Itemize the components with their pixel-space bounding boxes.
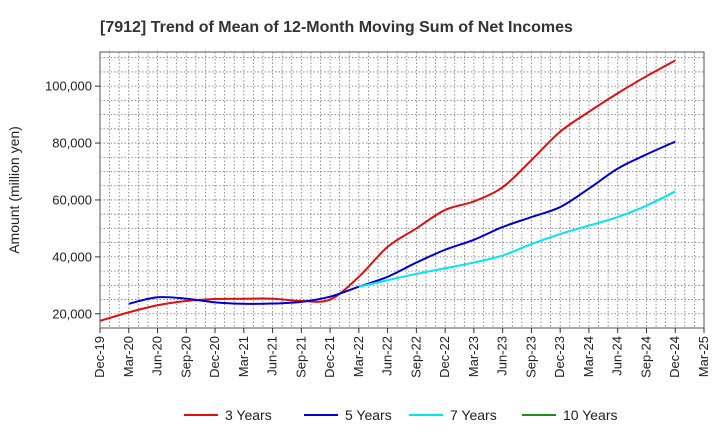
y-axis-ticks: 20,000 40,000 60,000 80,000 100,000 bbox=[45, 79, 100, 321]
legend-label-10-years: 10 Years bbox=[563, 407, 618, 423]
y-tick-label: 40,000 bbox=[52, 249, 92, 264]
x-tick-label: Dec-19 bbox=[92, 336, 107, 378]
legend: 3 Years 5 Years 7 Years 10 Years bbox=[184, 407, 618, 423]
x-tick-label: Mar-24 bbox=[581, 336, 596, 377]
y-tick-label: 80,000 bbox=[52, 136, 92, 151]
y-axis-label: Amount (million yen) bbox=[6, 126, 22, 254]
x-tick-label: Dec-23 bbox=[552, 336, 567, 378]
y-tick-label: 60,000 bbox=[52, 192, 92, 207]
x-tick-label: Mar-23 bbox=[466, 336, 481, 377]
x-tick-label: Jun-20 bbox=[150, 336, 165, 376]
x-axis-ticks: Dec-19 Mar-20 Jun-20 Sep-20 Dec-20 Mar-21 Jun-… bbox=[92, 328, 711, 378]
series-line-5-years bbox=[128, 140, 676, 305]
x-tick-label: Mar-21 bbox=[236, 336, 251, 377]
legend-label-7-years: 7 Years bbox=[450, 407, 497, 423]
x-tick-label: Sep-23 bbox=[523, 336, 538, 378]
legend-label-5-years: 5 Years bbox=[345, 407, 392, 423]
x-tick-label: Jun-22 bbox=[380, 336, 395, 376]
x-tick-label: Mar-25 bbox=[696, 336, 711, 377]
x-tick-label: Sep-20 bbox=[178, 336, 193, 378]
x-tick-label: Dec-24 bbox=[667, 336, 682, 378]
x-tick-label: Dec-21 bbox=[322, 336, 337, 378]
x-tick-label: Jun-23 bbox=[495, 336, 510, 376]
series-lines bbox=[99, 59, 676, 322]
chart-title: [7912] Trend of Mean of 12-Month Moving … bbox=[100, 19, 573, 36]
series-line-3-years bbox=[99, 59, 676, 322]
y-tick-label: 20,000 bbox=[52, 306, 92, 321]
x-tick-label: Jun-24 bbox=[610, 336, 625, 376]
plot-area-frame bbox=[99, 51, 705, 329]
series-line-7-years bbox=[358, 190, 676, 288]
x-tick-label: Mar-20 bbox=[121, 336, 136, 377]
x-tick-label: Sep-21 bbox=[293, 336, 308, 378]
x-tick-label: Mar-22 bbox=[351, 336, 366, 377]
grid bbox=[100, 52, 704, 328]
x-tick-label: Sep-24 bbox=[638, 336, 653, 378]
x-tick-label: Jun-21 bbox=[265, 336, 280, 376]
legend-label-3-years: 3 Years bbox=[225, 407, 272, 423]
x-tick-label: Dec-20 bbox=[207, 336, 222, 378]
x-tick-label: Sep-22 bbox=[408, 336, 423, 378]
x-tick-label: Dec-22 bbox=[437, 336, 452, 378]
y-tick-label: 100,000 bbox=[45, 79, 92, 94]
